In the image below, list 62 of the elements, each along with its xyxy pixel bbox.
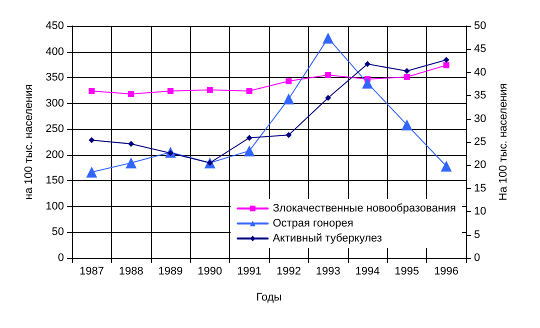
y2-axis-title: На 100 тыс. населения bbox=[498, 83, 510, 201]
point bbox=[286, 132, 292, 138]
y2-tick-label: 25 bbox=[474, 136, 486, 148]
point bbox=[443, 56, 450, 63]
x-tick-label: 1987 bbox=[79, 266, 104, 278]
x-tick-label: 1991 bbox=[237, 266, 262, 278]
x-tick-label: 1988 bbox=[118, 266, 144, 278]
legend-label: Острая гонорея bbox=[272, 218, 354, 230]
legend-label: Активный туберкулез bbox=[272, 232, 382, 244]
point bbox=[443, 62, 450, 68]
y-tick-label: 250 bbox=[46, 123, 64, 136]
point bbox=[88, 137, 95, 144]
point bbox=[246, 88, 252, 94]
y2-tick-label: 10 bbox=[474, 206, 486, 218]
x-tick-label: 1989 bbox=[158, 266, 183, 278]
point bbox=[440, 160, 452, 172]
point bbox=[244, 145, 255, 156]
y-tick-label: 350 bbox=[46, 72, 64, 84]
y-tick-label: 50 bbox=[52, 226, 64, 238]
x-tick-label: 1993 bbox=[316, 266, 340, 278]
point bbox=[283, 93, 294, 104]
y2-tick-label: 45 bbox=[474, 43, 486, 56]
point bbox=[88, 88, 95, 94]
point bbox=[404, 74, 410, 80]
point bbox=[325, 72, 332, 78]
point bbox=[126, 157, 137, 168]
x-tick-label: 1995 bbox=[394, 266, 420, 278]
point bbox=[246, 134, 252, 141]
point bbox=[325, 94, 332, 101]
point bbox=[206, 86, 213, 93]
y2-tick-label: 50 bbox=[474, 20, 486, 32]
y2-tick-label: 15 bbox=[474, 182, 486, 194]
point bbox=[322, 32, 334, 44]
y-tick-label: 400 bbox=[46, 46, 64, 58]
x-tick-label: 1994 bbox=[355, 266, 380, 278]
point bbox=[364, 61, 370, 68]
y-tick-label: 450 bbox=[46, 20, 64, 32]
y2-tick-label: 20 bbox=[474, 159, 486, 172]
x-tick-label: 1992 bbox=[276, 266, 301, 278]
y-axis-title: на 100 тыс. населения bbox=[23, 84, 36, 200]
y2-tick-label: 35 bbox=[474, 90, 486, 102]
x-tick-label: 1996 bbox=[434, 266, 459, 278]
y-tick-label: 150 bbox=[46, 174, 64, 187]
point bbox=[286, 78, 292, 84]
y-tick-label: 0 bbox=[58, 252, 64, 264]
x-tick-label: 1990 bbox=[198, 266, 222, 278]
point bbox=[128, 91, 134, 98]
point bbox=[362, 78, 373, 89]
point bbox=[404, 68, 410, 74]
point bbox=[168, 88, 174, 94]
point bbox=[86, 166, 98, 178]
y2-tick-label: 0 bbox=[474, 252, 480, 264]
y-tick-label: 100 bbox=[46, 200, 64, 212]
y2-tick-label: 30 bbox=[474, 112, 486, 125]
y-tick-label: 300 bbox=[46, 97, 64, 110]
x-axis-title: Годы bbox=[256, 292, 282, 304]
y-tick-label: 200 bbox=[46, 148, 64, 161]
legend-label: Злокачественные новообразования bbox=[272, 202, 456, 214]
y2-tick-label: 40 bbox=[474, 66, 486, 78]
y2-tick-label: 5 bbox=[474, 228, 480, 241]
point bbox=[401, 119, 412, 130]
point bbox=[128, 140, 134, 147]
